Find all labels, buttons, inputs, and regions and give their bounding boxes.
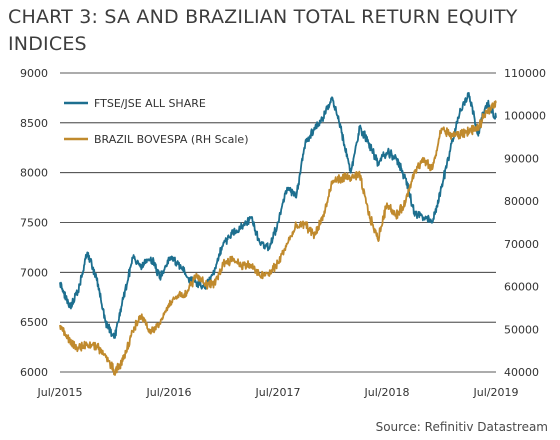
y-right-tick-label: 50000 — [504, 323, 539, 336]
series-line — [59, 92, 497, 339]
x-tick-label: Jul/2016 — [146, 386, 192, 399]
y-left-tick-label: 8000 — [20, 167, 48, 180]
y-right-tick-label: 40000 — [504, 366, 539, 379]
y-left-tick-label: 8500 — [20, 117, 48, 130]
x-tick-label: Jul/2018 — [364, 386, 410, 399]
series-lines — [59, 92, 497, 376]
y-right-tick-label: 110000 — [504, 67, 546, 80]
y-left-tick-label: 6000 — [20, 366, 48, 379]
x-axis: Jul/2015 Jul/2016 Jul/2017 Jul/2018 Jul/2019 — [37, 386, 519, 399]
series-line — [59, 100, 497, 376]
y-left-tick-label: 7500 — [20, 217, 48, 230]
y-right-tick-label: 70000 — [504, 238, 539, 251]
chart-title: CHART 3: SA AND BRAZILIAN TOTAL RETURN E… — [8, 4, 553, 58]
y-right-tick-label: 100000 — [504, 110, 546, 123]
chart-title-line-2: INDICES — [8, 33, 87, 55]
source-note: Source: Refinitiv Datastream — [375, 420, 548, 434]
y-left-tick-label: 7000 — [20, 266, 48, 279]
x-tick-label: Jul/2017 — [255, 386, 301, 399]
y-left-tick-label: 6500 — [20, 316, 48, 329]
grid-lines — [60, 72, 496, 373]
y-right-tick-label: 90000 — [504, 152, 539, 165]
legend-label: BRAZIL BOVESPA (RH Scale) — [94, 133, 249, 146]
y-right-tick-label: 80000 — [504, 195, 539, 208]
y-left-tick-label: 9000 — [20, 67, 48, 80]
y-right-axis: 40000 50000 60000 70000 80000 90000 100000 1100… — [504, 67, 546, 379]
x-tick-label: Jul/2015 — [37, 386, 83, 399]
legend: FTSE/JSE ALL SHARE BRAZIL BOVESPA (RH Sca… — [64, 97, 249, 146]
chart-title-line-1: CHART 3: SA AND BRAZILIAN TOTAL RETURN E… — [8, 6, 518, 28]
x-tick-label: Jul/2019 — [473, 386, 519, 399]
legend-label: FTSE/JSE ALL SHARE — [94, 97, 206, 110]
y-left-axis: 6000 6500 7000 7500 8000 8500 9000 — [20, 67, 48, 379]
y-right-tick-label: 60000 — [504, 281, 539, 294]
